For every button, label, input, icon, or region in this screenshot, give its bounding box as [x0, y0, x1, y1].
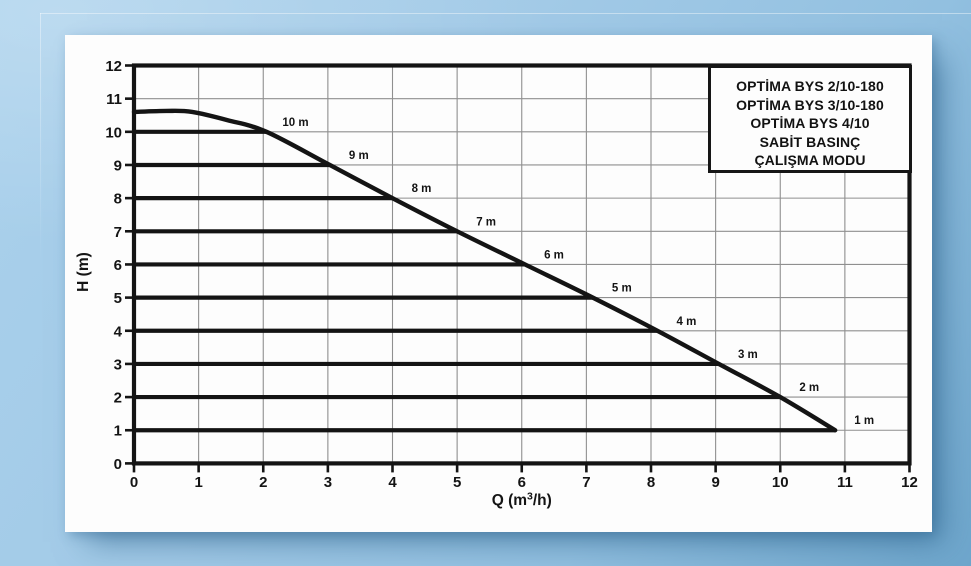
legend-box: OPTİMA BYS 2/10-180 OPTİMA BYS 3/10-180 OP… [708, 65, 912, 173]
x-tick-label: 3 [324, 474, 332, 491]
y-axis-title: H (m) [75, 252, 92, 292]
x-tick-label: 4 [388, 474, 397, 491]
x-axis-title: Q (m3/h) [492, 491, 552, 510]
pressure-line-label: 8 m [412, 183, 432, 195]
y-tick-label: 11 [106, 91, 122, 108]
pressure-line-label: 4 m [677, 316, 697, 328]
axis-ticks [125, 64, 911, 473]
x-tick-label: 11 [837, 474, 853, 491]
legend-line: ÇALIŞMA MODU [754, 152, 866, 169]
x-tick-label: 12 [901, 474, 918, 491]
legend-line: OPTİMA BYS 2/10-180 [736, 78, 884, 94]
pressure-line-label: 6 m [544, 249, 564, 261]
x-tick-label: 2 [259, 474, 267, 491]
pressure-line-labels: 10 m 9 m 8 m 7 m 6 m 5 m 4 m 3 m 2 m 1 m [282, 117, 874, 427]
pressure-line-label: 5 m [612, 283, 632, 295]
pump-curve [131, 108, 838, 433]
y-tick-label: 2 [114, 390, 122, 407]
y-tick-label: 6 [114, 257, 122, 274]
background-frame-line-horizontal [40, 13, 971, 14]
pressure-line-label: 2 m [799, 382, 819, 394]
x-tick-label: 1 [194, 474, 202, 491]
x-tick-labels: 0 1 2 3 4 5 6 7 8 9 10 11 12 [130, 474, 918, 491]
x-tick-label: 5 [453, 474, 461, 491]
y-tick-label: 7 [114, 224, 122, 241]
y-tick-label: 0 [114, 456, 122, 473]
background-frame-line-vertical [40, 13, 41, 263]
x-tick-label: 7 [582, 474, 590, 491]
y-tick-label: 3 [114, 356, 122, 373]
legend-line: OPTİMA BYS 4/10 [750, 115, 870, 132]
y-tick-label: 5 [114, 290, 122, 307]
y-tick-label: 10 [105, 124, 122, 141]
y-tick-label: 9 [114, 157, 122, 174]
pressure-line-label: 1 m [854, 415, 874, 427]
y-tick-label: 4 [114, 323, 123, 340]
x-tick-label: 8 [647, 474, 655, 491]
y-tick-label: 1 [114, 423, 122, 440]
legend-line: OPTİMA BYS 3/10-180 [736, 96, 884, 113]
plot-border [131, 63, 912, 466]
x-tick-label: 10 [772, 474, 789, 491]
y-tick-label: 8 [114, 191, 122, 208]
x-tick-label: 9 [711, 474, 719, 491]
pressure-line-label: 3 m [738, 349, 758, 361]
pressure-line-label: 10 m [282, 117, 308, 129]
y-tick-label: 12 [105, 58, 122, 75]
x-tick-label: 0 [130, 474, 138, 491]
x-tick-label: 6 [518, 474, 526, 491]
pressure-line-label: 9 m [349, 150, 369, 162]
legend-line: SABİT BASINÇ [759, 133, 861, 150]
pressure-line-label: 7 m [476, 216, 496, 228]
constant-pressure-lines [132, 129, 836, 433]
